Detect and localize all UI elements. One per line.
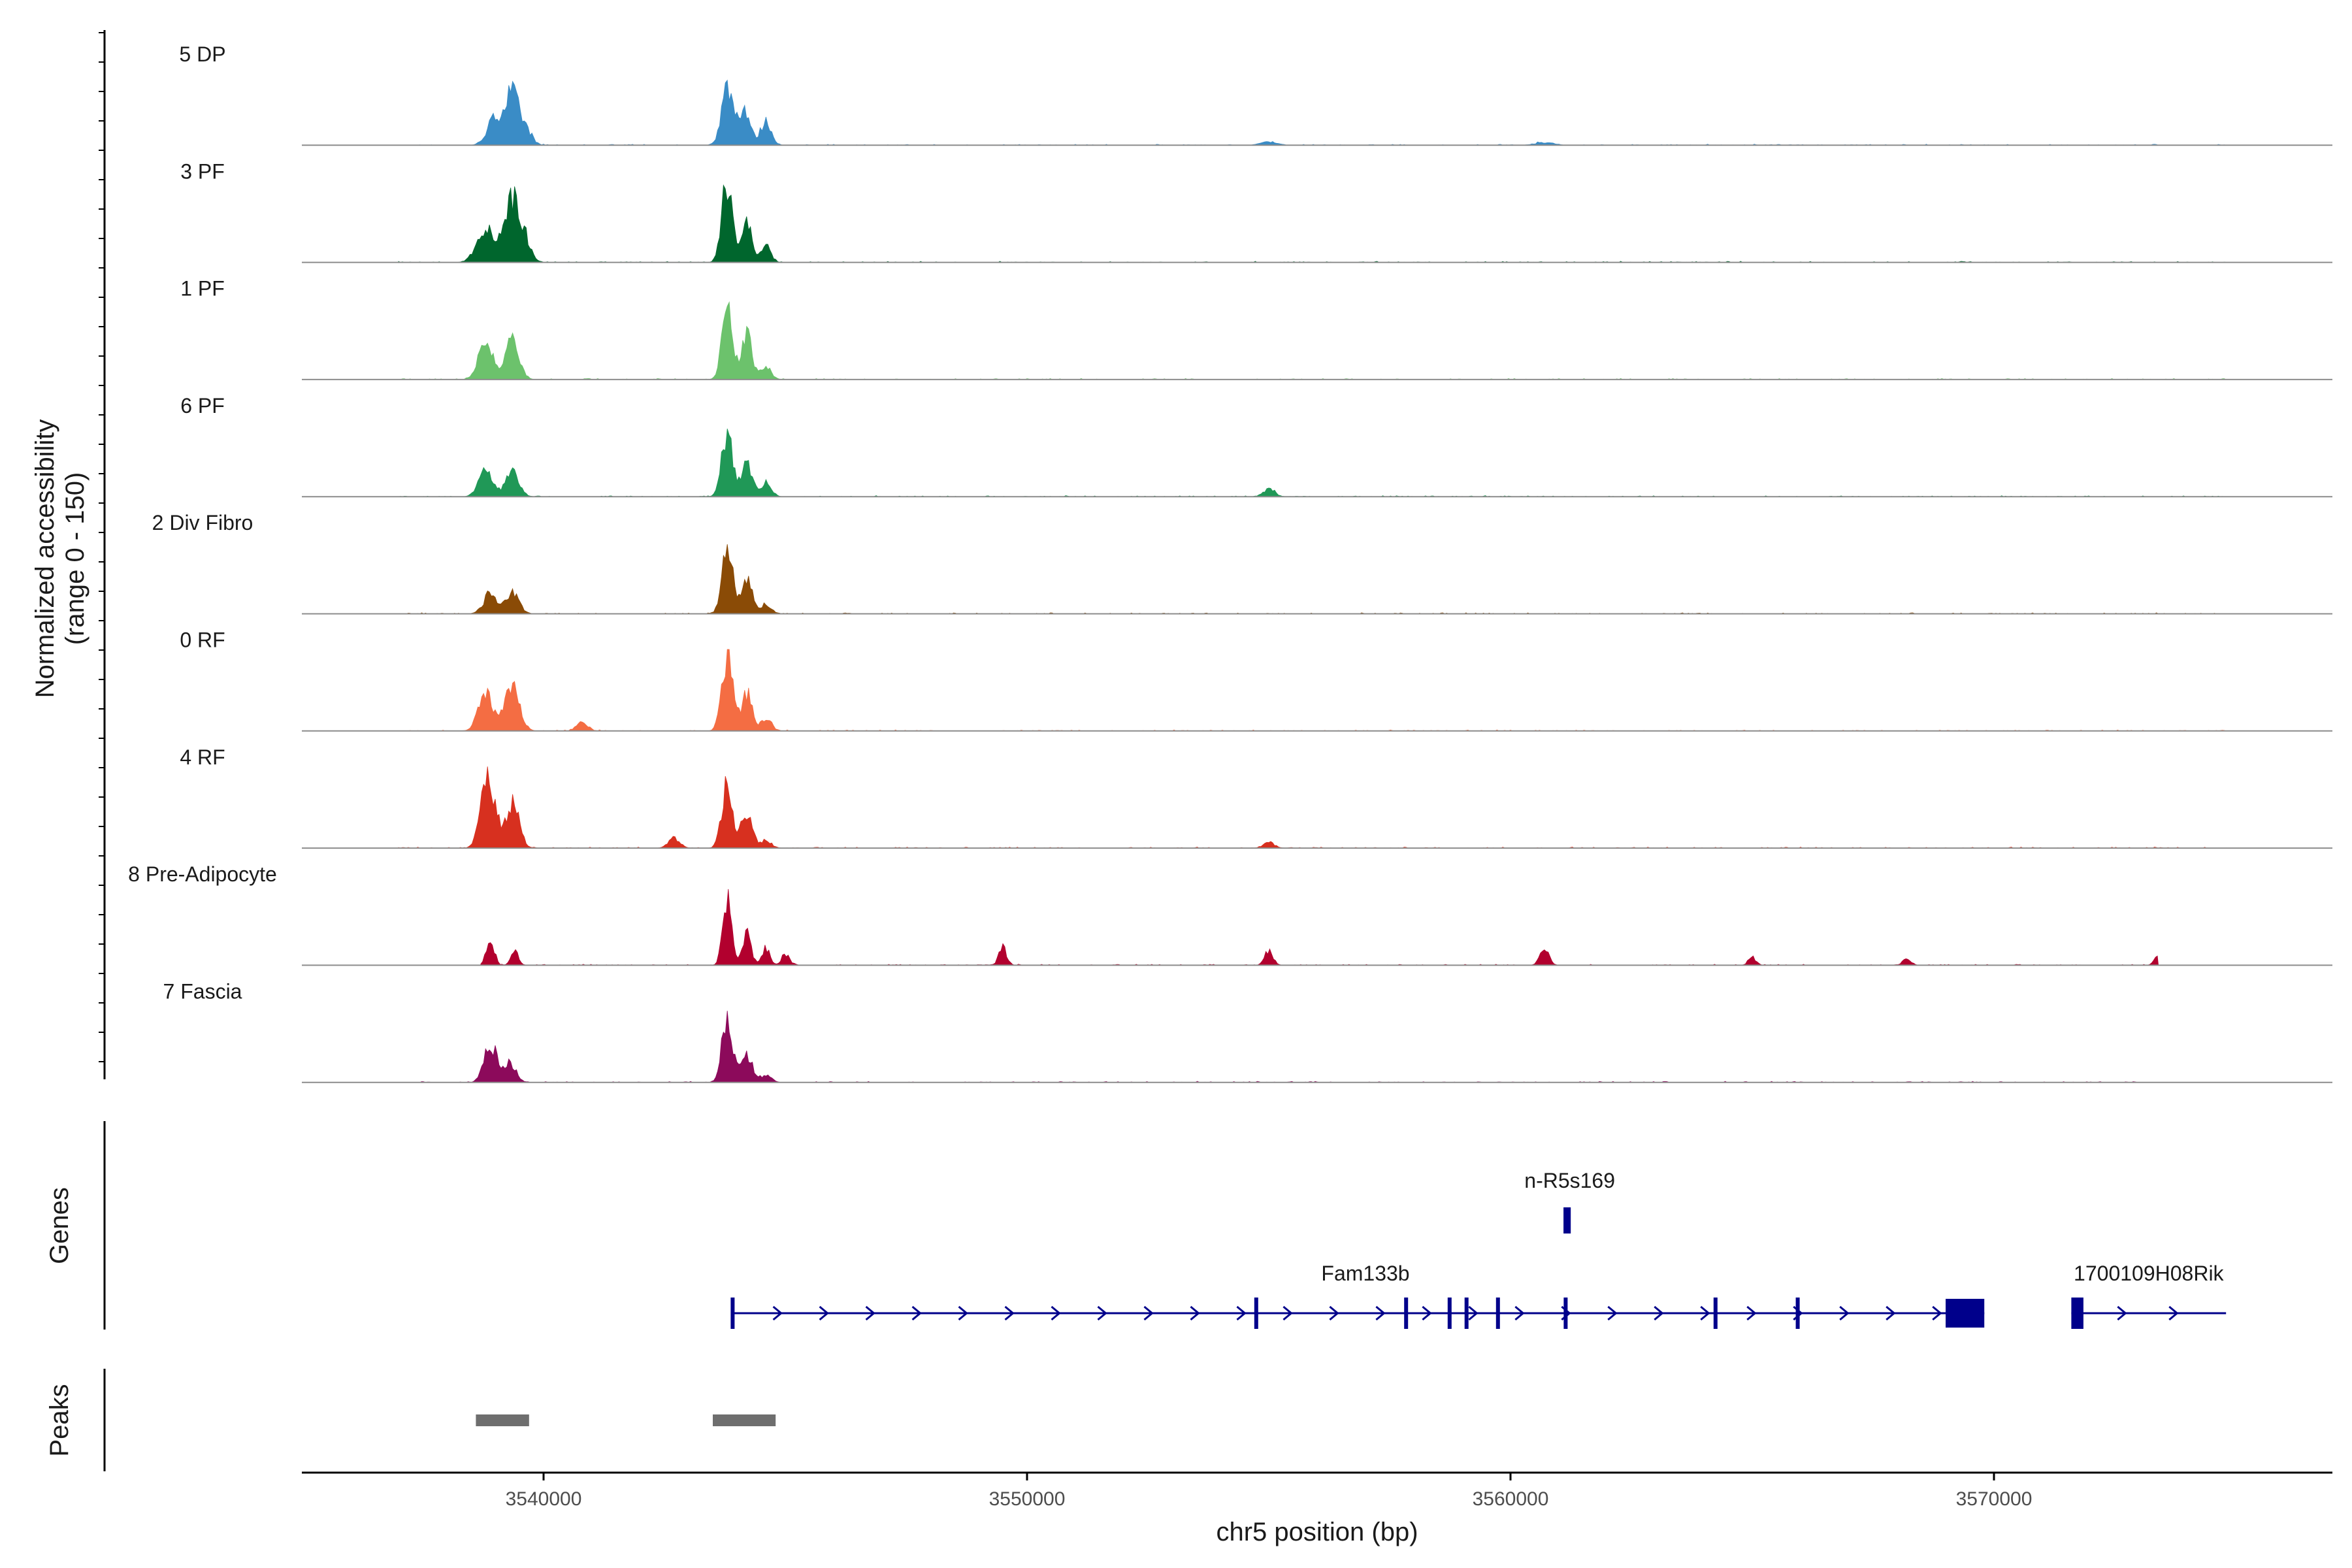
- track-7-fascia: 7 Fascia: [163, 979, 2332, 1083]
- track-label: 6 PF: [180, 394, 225, 417]
- track-label: 4 RF: [180, 745, 225, 769]
- track-3-pf: 3 PF: [180, 159, 2332, 263]
- strand-arrow: [819, 1305, 829, 1321]
- strand-arrow: [1514, 1305, 1525, 1321]
- track-4-rf: 4 RF: [180, 745, 2332, 849]
- strand-arrow: [1282, 1305, 1293, 1321]
- gene-n-r5s169: n-R5s169: [1524, 1169, 1615, 1233]
- strand-arrow: [2168, 1305, 2179, 1321]
- x-axis-title: chr5 position (bp): [1216, 1518, 1418, 1546]
- strand-arrow: [1700, 1305, 1710, 1321]
- track-signal-area: [398, 1011, 2149, 1083]
- gene-exon: [1447, 1298, 1452, 1329]
- strand-arrow: [1607, 1305, 1618, 1321]
- accessibility-tracks: 5 DP 3 PF 1 PF 6 PF 2 Div Fibro 0 RF 4 RF 8 Pre…: [128, 42, 2332, 1083]
- gene-exon: [1495, 1298, 1500, 1329]
- gene-exon: [1404, 1298, 1409, 1329]
- track-signal-area: [399, 79, 2227, 146]
- track-5-dp: 5 DP: [179, 42, 2332, 146]
- gene-exon: [1795, 1298, 1800, 1329]
- track-signal-area: [480, 889, 2159, 966]
- track-label: 0 RF: [180, 629, 225, 652]
- strand-arrow: [772, 1305, 783, 1321]
- strand-arrow: [2117, 1305, 2127, 1321]
- gene-exon: [1464, 1298, 1469, 1329]
- track-signal-area: [399, 301, 2227, 380]
- x-tick-label: 3570000: [1956, 1488, 2033, 1510]
- peak-region: [476, 1414, 529, 1426]
- track-signal-area: [399, 649, 2227, 732]
- y-axis-range-label: (range 0 - 150): [61, 472, 90, 645]
- track-signal-area: [398, 184, 2227, 263]
- track-0-rf: 0 RF: [180, 629, 2332, 732]
- strand-arrow: [1746, 1305, 1757, 1321]
- strand-arrow: [911, 1305, 922, 1321]
- strand-arrow: [1051, 1305, 1061, 1321]
- gene-exon: [1563, 1298, 1568, 1329]
- gene-exon: [1713, 1298, 1718, 1329]
- x-tick-label: 3550000: [989, 1488, 1066, 1510]
- track-label: 2 Div Fibro: [152, 511, 253, 534]
- gene-exon: [2071, 1298, 2083, 1329]
- track-label: 7 Fascia: [163, 979, 242, 1003]
- track-1-pf: 1 PF: [180, 277, 2332, 380]
- gene-fam133b: Fam133b: [730, 1262, 1985, 1329]
- strand-arrow: [1886, 1305, 1896, 1321]
- gene-1700109h08rik: 1700109H08Rik: [2071, 1262, 2227, 1329]
- x-tick-label: 3540000: [506, 1488, 582, 1510]
- y-axis-ticks: [99, 32, 105, 1062]
- y-axis-title: Normalized accessibility: [31, 419, 59, 698]
- track-label: 8 Pre-Adipocyte: [128, 862, 277, 886]
- strand-arrow: [1097, 1305, 1107, 1321]
- strand-arrow: [958, 1305, 968, 1321]
- track-signal-area: [398, 766, 2227, 849]
- peak-region: [713, 1414, 776, 1426]
- strand-arrow: [1375, 1305, 1386, 1321]
- strand-arrow: [1004, 1305, 1015, 1321]
- track-label: 1 PF: [180, 277, 225, 301]
- gene-exon: [730, 1298, 735, 1329]
- track-2-div-fibro: 2 Div Fibro: [152, 511, 2332, 615]
- gene-exon: [1946, 1299, 1985, 1328]
- x-axis-ticks: 3540000 3550000 3560000 3570000: [506, 1473, 2033, 1510]
- track-signal-area: [398, 429, 2227, 497]
- gene-label: 1700109H08Rik: [2074, 1262, 2225, 1285]
- track-signal-area: [399, 544, 2227, 614]
- gene-exon: [1254, 1298, 1258, 1329]
- strand-arrow: [865, 1305, 875, 1321]
- strand-arrow: [1236, 1305, 1247, 1321]
- strand-arrow: [1422, 1305, 1432, 1321]
- gene-label: Fam133b: [1321, 1262, 1409, 1285]
- gene-label: n-R5s169: [1524, 1169, 1615, 1192]
- x-tick-label: 3560000: [1473, 1488, 1549, 1510]
- gene-annotation-track: n-R5s169 Fam133b 1700109H08Rik: [730, 1169, 2227, 1329]
- track-6-pf: 6 PF: [180, 394, 2332, 498]
- peak-track: [476, 1414, 776, 1426]
- track-label: 5 DP: [179, 42, 225, 66]
- strand-arrow: [1932, 1305, 1942, 1321]
- peaks-panel-title: Peaks: [45, 1384, 74, 1456]
- strand-arrow: [1468, 1305, 1478, 1321]
- strand-arrow: [1839, 1305, 1850, 1321]
- strand-arrow: [1143, 1305, 1154, 1321]
- track-8-pre-adipocyte: 8 Pre-Adipocyte: [128, 862, 2332, 966]
- strand-arrow: [1190, 1305, 1200, 1321]
- gene-exon: [1563, 1207, 1571, 1233]
- genes-panel-title: Genes: [45, 1187, 74, 1264]
- strand-arrow: [1329, 1305, 1339, 1321]
- track-label: 3 PF: [180, 159, 225, 183]
- strand-arrow: [1654, 1305, 1664, 1321]
